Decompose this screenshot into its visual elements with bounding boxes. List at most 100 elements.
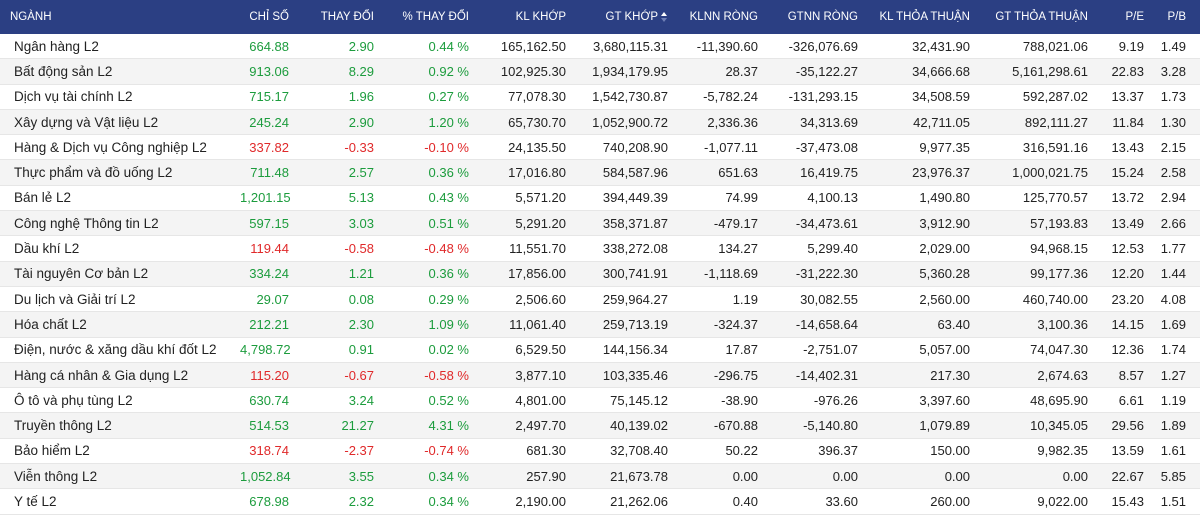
cell-pe: 23.20 [1096,286,1152,313]
cell-sector-name: Xây dựng và Vật liệu L2 [0,109,232,136]
cell-negotiated-volume: 260.00 [866,488,978,515]
cell-pct-change: -0.48 % [382,235,477,262]
cell-foreign-net-value: -131,293.15 [766,84,866,110]
table-row[interactable]: Ô tô và phụ tùng L2 630.74 3.24 0.52 % 4,801… [0,387,1200,414]
cell-pb: 1.77 [1152,235,1200,262]
cell-pe: 14.15 [1096,311,1152,338]
cell-negotiated-volume: 5,057.00 [866,337,978,363]
cell-index: 115.20 [232,362,297,389]
cell-foreign-net-value: -14,402.31 [766,362,866,389]
header-pb[interactable]: P/B [1152,0,1200,34]
cell-pb: 5.85 [1152,463,1200,490]
cell-change: -0.67 [297,362,382,389]
cell-negotiated-volume: 150.00 [866,438,978,465]
cell-index: 913.06 [232,58,297,85]
cell-pb: 1.61 [1152,438,1200,465]
table-row[interactable]: Thực phẩm và đồ uống L2 711.48 2.57 0.36 % 1… [0,159,1200,186]
cell-index: 318.74 [232,438,297,465]
table-row[interactable]: Du lịch và Giải trí L2 29.07 0.08 0.29 % 2,5… [0,286,1200,313]
cell-foreign-net-value: 5,299.40 [766,235,866,262]
cell-foreign-net-volume: -324.37 [676,311,766,338]
header-pe[interactable]: P/E [1096,0,1152,34]
table-row[interactable]: Dịch vụ tài chính L2 715.17 1.96 0.27 % 77,0… [0,84,1200,110]
cell-negotiated-value: 48,695.90 [978,387,1096,414]
cell-index: 119.44 [232,235,297,262]
cell-foreign-net-value: -976.26 [766,387,866,414]
cell-sector-name: Bán lẻ L2 [0,185,232,212]
cell-foreign-net-volume: 17.87 [676,337,766,363]
table-row[interactable]: Bảo hiểm L2 318.74 -2.37 -0.74 % 681.30 32,70… [0,438,1200,465]
cell-negotiated-volume: 2,029.00 [866,235,978,262]
cell-pct-change: 0.27 % [382,84,477,110]
cell-negotiated-value: 592,287.02 [978,84,1096,110]
table-row[interactable]: Xây dựng và Vật liệu L2 245.24 2.90 1.20 % 6… [0,109,1200,136]
cell-index: 514.53 [232,412,297,439]
cell-pb: 4.08 [1152,286,1200,313]
cell-sector-name: Ngân hàng L2 [0,34,232,60]
table-row[interactable]: Hóa chất L2 212.21 2.30 1.09 % 11,061.40 259,… [0,311,1200,338]
table-header: NGÀNH CHỈ SỐ THAY ĐỔI % THAY ĐỔI KL KHỚP… [0,0,1200,34]
header-foreign-net-volume[interactable]: KLNN RÒNG [676,0,766,34]
cell-negotiated-volume: 2,560.00 [866,286,978,313]
cell-foreign-net-volume: 1.19 [676,286,766,313]
cell-foreign-net-volume: -1,077.11 [676,134,766,161]
table-row[interactable]: Dầu khí L2 119.44 -0.58 -0.48 % 11,551.70 338… [0,235,1200,262]
cell-matched-value: 32,708.40 [574,438,676,465]
cell-foreign-net-volume: -296.75 [676,362,766,389]
cell-negotiated-volume: 0.00 [866,463,978,490]
cell-negotiated-volume: 34,508.59 [866,84,978,110]
header-negotiated-value[interactable]: GT THỎA THUẬN [978,0,1096,34]
cell-matched-value: 394,449.39 [574,185,676,212]
cell-negotiated-volume: 5,360.28 [866,261,978,287]
table-row[interactable]: Điện, nước & xăng dầu khí đốt L2 4,798.72… [0,337,1200,363]
header-change[interactable]: THAY ĐỔI [297,0,382,34]
table-row[interactable]: Truyền thông L2 514.53 21.27 4.31 % 2,497.70… [0,412,1200,439]
cell-negotiated-volume: 1,490.80 [866,185,978,212]
cell-pe: 29.56 [1096,412,1152,439]
cell-matched-value: 338,272.08 [574,235,676,262]
cell-sector-name: Hóa chất L2 [0,311,232,338]
table-row[interactable]: Ngân hàng L2 664.88 2.90 0.44 % 165,162.50 3,… [0,34,1200,60]
cell-pct-change: 0.36 % [382,159,477,186]
cell-negotiated-volume: 32,431.90 [866,34,978,60]
cell-foreign-net-volume: 0.00 [676,463,766,490]
cell-pb: 1.19 [1152,387,1200,414]
table-row[interactable]: Hàng cá nhân & Gia dụng L2 115.20 -0.67 -0.… [0,362,1200,389]
header-name[interactable]: NGÀNH [0,0,232,34]
cell-change: 2.90 [297,109,382,136]
cell-pb: 1.51 [1152,488,1200,515]
cell-pe: 12.20 [1096,261,1152,287]
table-row[interactable]: Bán lẻ L2 1,201.15 5.13 0.43 % 5,571.20 394,4… [0,185,1200,212]
header-matched-value[interactable]: GT KHỚP [574,0,676,34]
table-row[interactable]: Hàng & Dịch vụ Công nghiệp L2 337.82 -0.33… [0,134,1200,161]
header-index[interactable]: CHỈ SỐ [232,0,297,34]
header-matched-volume[interactable]: KL KHỚP [477,0,574,34]
cell-negotiated-value: 788,021.06 [978,34,1096,60]
sort-icon[interactable] [661,11,668,22]
header-negotiated-volume[interactable]: KL THỎA THUẬN [866,0,978,34]
cell-negotiated-value: 74,047.30 [978,337,1096,363]
cell-index: 711.48 [232,159,297,186]
cell-negotiated-volume: 9,977.35 [866,134,978,161]
header-foreign-net-value[interactable]: GTNN RÒNG [766,0,866,34]
cell-pb: 1.49 [1152,34,1200,60]
table-row[interactable]: Công nghệ Thông tin L2 597.15 3.03 0.51 % 5,… [0,210,1200,237]
cell-sector-name: Điện, nước & xăng dầu khí đốt L2 [0,337,232,363]
table-row[interactable]: Y tế L2 678.98 2.32 0.34 % 2,190.00 21,262.06… [0,488,1200,515]
table-row[interactable]: Bất động sản L2 913.06 8.29 0.92 % 102,925.3… [0,58,1200,85]
cell-index: 1,052.84 [232,463,297,490]
cell-pb: 1.73 [1152,84,1200,110]
cell-index: 212.21 [232,311,297,338]
cell-foreign-net-volume: 651.63 [676,159,766,186]
cell-index: 334.24 [232,261,297,287]
cell-matched-volume: 257.90 [477,463,574,490]
cell-pct-change: 1.20 % [382,109,477,136]
cell-pe: 8.57 [1096,362,1152,389]
table-row[interactable]: Tài nguyên Cơ bản L2 334.24 1.21 0.36 % 17,8… [0,261,1200,287]
cell-change: 2.90 [297,34,382,60]
table-row[interactable]: Viễn thông L2 1,052.84 3.55 0.34 % 257.90 21,… [0,463,1200,490]
cell-pe: 13.59 [1096,438,1152,465]
cell-foreign-net-volume: -5,782.24 [676,84,766,110]
cell-foreign-net-value: -2,751.07 [766,337,866,363]
header-pct-change[interactable]: % THAY ĐỔI [382,0,477,34]
